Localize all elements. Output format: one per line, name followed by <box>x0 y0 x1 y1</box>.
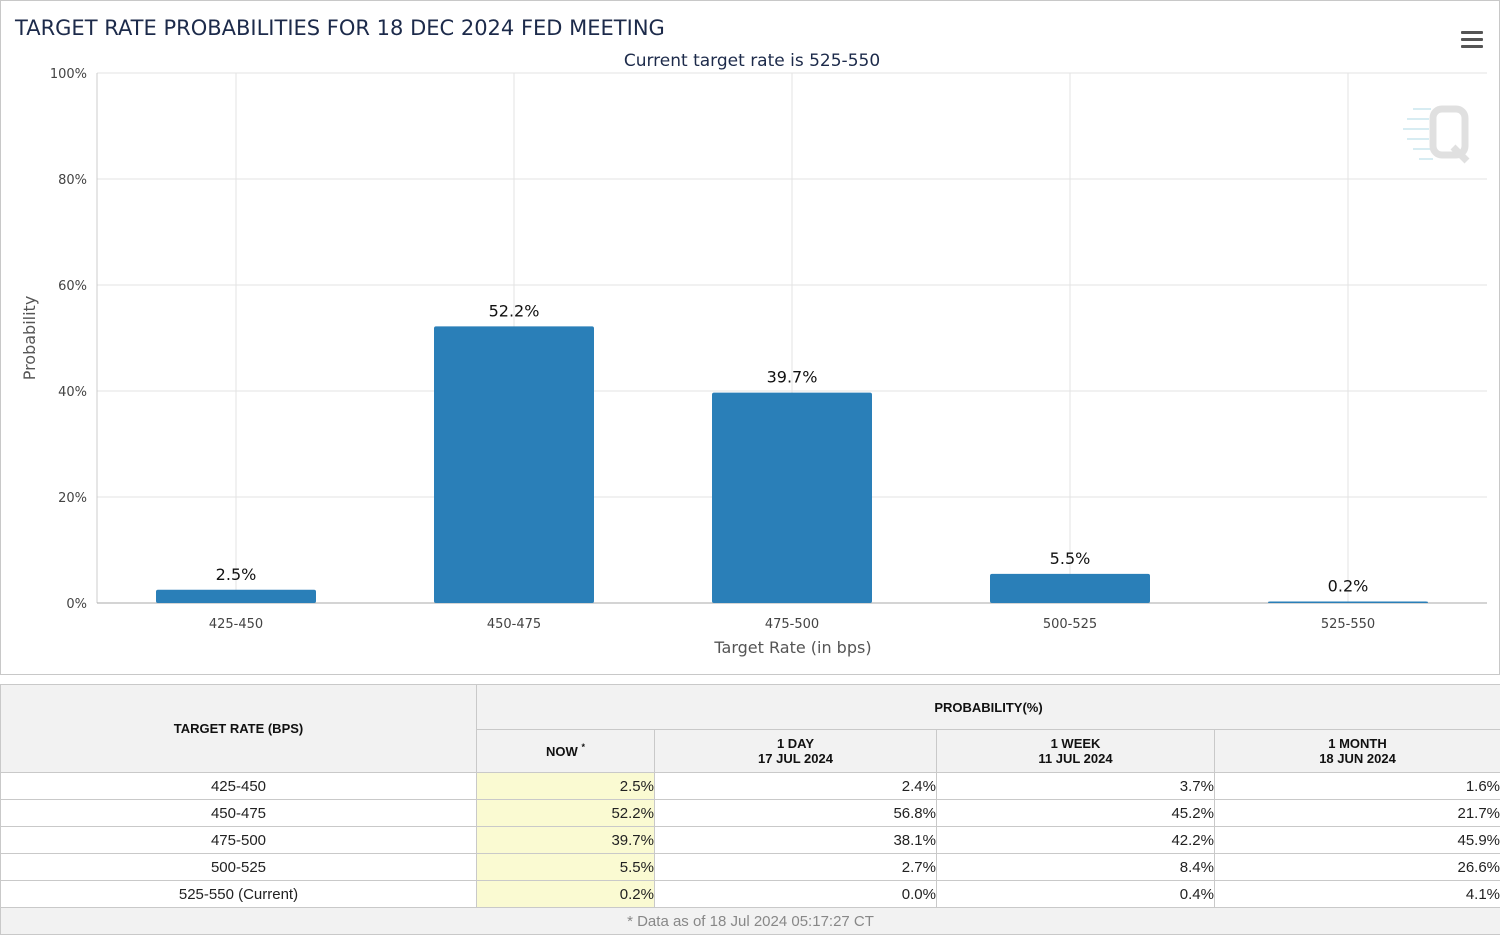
one-day-cell: 2.4% <box>654 772 937 800</box>
data-timestamp-footnote: * Data as of 18 Jul 2024 05:17:27 CT <box>0 907 1500 935</box>
table-row: 500-525 5.5% 2.7% 8.4% 26.6% <box>0 853 1500 881</box>
rate-cell: 450-475 <box>0 799 477 827</box>
x-tick-label: 500-525 <box>1043 617 1097 632</box>
y-tick-label: 80% <box>58 173 87 188</box>
now-cell: 0.2% <box>476 880 655 908</box>
table-row: 425-450 2.5% 2.4% 3.7% 1.6% <box>0 772 1500 800</box>
one-month-cell: 1.6% <box>1213 772 1500 800</box>
x-tick-label: 525-550 <box>1321 617 1375 632</box>
one-week-cell: 42.2% <box>936 826 1215 854</box>
now-cell: 39.7% <box>476 826 655 854</box>
now-cell: 52.2% <box>476 799 655 827</box>
labels-layer: 2.5% 52.2% 39.7% 5.5% 0.2% <box>216 301 1369 595</box>
col-header-now: NOW * <box>476 729 655 773</box>
data-label: 2.5% <box>216 565 257 584</box>
table-footnote-row: * Data as of 18 Jul 2024 05:17:27 CT <box>0 907 1500 935</box>
y-tick-label: 60% <box>58 279 87 294</box>
one-month-cell: 45.9% <box>1213 826 1500 854</box>
col-header-now-label: NOW <box>546 743 578 759</box>
one-week-cell: 0.4% <box>936 880 1215 908</box>
target-rate-header: TARGET RATE (BPS) <box>0 684 477 773</box>
y-tick-label: 100% <box>50 67 87 82</box>
bar-425-450[interactable] <box>156 589 316 603</box>
bar-chart: TARGET RATE PROBABILITIES FOR 18 DEC 202… <box>14 16 1487 657</box>
y-tick-label: 40% <box>58 385 87 400</box>
col-header-1-month-label: 1 MONTH <box>1328 736 1387 751</box>
one-month-cell: 4.1% <box>1213 880 1500 908</box>
axis-layer: 0% 20% 40% 60% 80% 100% 425-450 450-475 475-500 5… <box>50 67 1487 632</box>
rate-cell: 425-450 <box>0 772 477 800</box>
one-week-cell: 3.7% <box>936 772 1215 800</box>
one-month-cell: 21.7% <box>1213 799 1500 827</box>
col-header-1-day-date: 17 JUL 2024 <box>758 751 833 766</box>
now-cell: 5.5% <box>476 853 655 881</box>
probability-table-panel: TARGET RATE (BPS) PROBABILITY(%) NOW * 1… <box>0 684 1500 937</box>
bar-475-500[interactable] <box>712 392 872 603</box>
x-tick-label: 425-450 <box>209 617 263 632</box>
one-week-cell: 45.2% <box>936 799 1215 827</box>
table-subheader-row: NOW * 1 DAY 17 JUL 2024 1 WEEK 11 JUL 20… <box>1 729 1500 773</box>
col-header-1-week-label: 1 WEEK <box>1050 736 1101 751</box>
bar-500-525[interactable] <box>990 573 1150 603</box>
col-header-1-day-label: 1 DAY <box>776 736 815 751</box>
col-header-1-month-date: 18 JUN 2024 <box>1319 751 1396 766</box>
table-row: 475-500 39.7% 38.1% 42.2% 45.9% <box>0 826 1500 854</box>
rate-cell: 525-550 (Current) <box>0 880 477 908</box>
q-logo-icon <box>1403 105 1470 164</box>
one-day-cell: 38.1% <box>654 826 937 854</box>
y-axis-title: Probability <box>20 296 39 381</box>
x-tick-label: 475-500 <box>765 617 819 632</box>
one-day-cell: 56.8% <box>654 799 937 827</box>
bar-450-475[interactable] <box>434 326 594 603</box>
data-label: 0.2% <box>1328 577 1369 596</box>
col-header-1-day: 1 DAY 17 JUL 2024 <box>654 729 937 773</box>
x-axis-title: Target Rate (in bps) <box>713 638 871 657</box>
bars-layer <box>156 326 1428 603</box>
rate-cell: 475-500 <box>0 826 477 854</box>
y-tick-label: 20% <box>58 491 87 506</box>
one-day-cell: 0.0% <box>654 880 937 908</box>
probability-table: TARGET RATE (BPS) PROBABILITY(%) NOW * 1… <box>0 684 1500 935</box>
y-tick-label: 0% <box>66 597 87 612</box>
chart-menu-button[interactable] <box>1453 25 1487 53</box>
col-header-1-week: 1 WEEK 11 JUL 2024 <box>936 729 1215 773</box>
chart-subtitle: Current target rate is 525-550 <box>624 51 880 71</box>
one-day-cell: 2.7% <box>654 853 937 881</box>
hamburger-menu-icon <box>1461 31 1483 48</box>
probability-header: PROBABILITY(%) <box>475 684 1500 730</box>
col-header-1-month: 1 MONTH 18 JUN 2024 <box>1213 729 1500 773</box>
one-month-cell: 26.6% <box>1213 853 1500 881</box>
x-tick-label: 450-475 <box>487 617 541 632</box>
chart-panel: TARGET RATE PROBABILITIES FOR 18 DEC 202… <box>0 0 1500 675</box>
now-cell: 2.5% <box>476 772 655 800</box>
bar-525-550[interactable] <box>1268 601 1428 604</box>
table-row: 525-550 (Current) 0.2% 0.0% 0.4% 4.1% <box>0 880 1500 908</box>
col-header-1-week-date: 11 JUL 2024 <box>1038 751 1113 766</box>
chart-title: TARGET RATE PROBABILITIES FOR 18 DEC 202… <box>14 16 665 40</box>
table-row: 450-475 52.2% 56.8% 45.2% 21.7% <box>0 799 1500 827</box>
one-week-cell: 8.4% <box>936 853 1215 881</box>
data-label: 5.5% <box>1050 549 1091 568</box>
data-label: 39.7% <box>767 368 818 387</box>
footnote-marker: * <box>581 741 585 752</box>
table-header-row: TARGET RATE (BPS) PROBABILITY(%) <box>0 684 1500 773</box>
rate-cell: 500-525 <box>0 853 477 881</box>
data-label: 52.2% <box>489 301 540 320</box>
